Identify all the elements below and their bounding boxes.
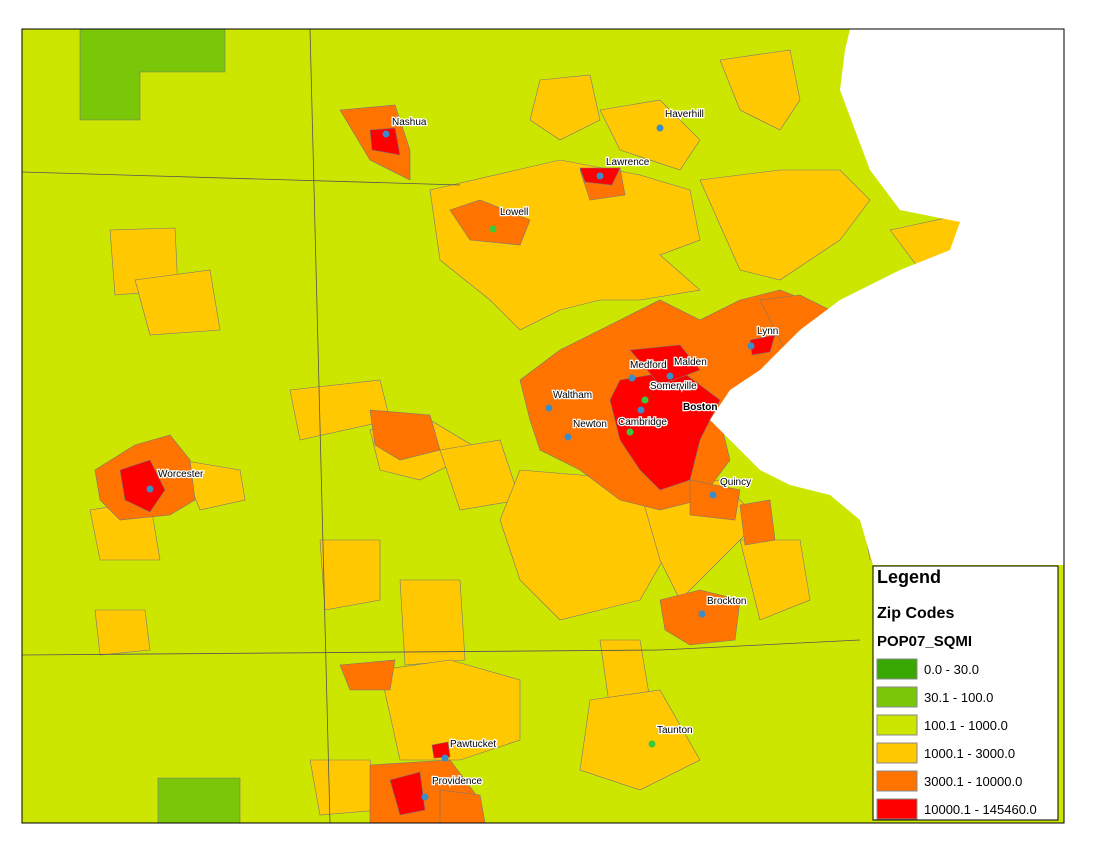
city-label: Nashua [392, 117, 427, 128]
zip-region [369, 409, 441, 461]
legend-class-label: 3000.1 - 10000.0 [924, 774, 1022, 789]
legend-class-label: 10000.1 - 145460.0 [924, 802, 1037, 817]
city-label: Cambridge [618, 417, 667, 428]
legend-swatch [876, 686, 918, 708]
legend-class-label: 0.0 - 30.0 [924, 662, 979, 677]
city-label: Providence [432, 776, 482, 787]
zip-region [699, 169, 871, 281]
zip-region [689, 479, 741, 521]
legend-layer: Zip Codes [877, 605, 954, 622]
city-dot [545, 404, 553, 412]
zip-region [449, 199, 531, 246]
city-label: Quincy [720, 477, 751, 488]
zip-region [609, 369, 721, 491]
city-label: Boston [683, 402, 717, 413]
zip-region [719, 49, 801, 131]
legend-field: POP07_SQMI [877, 633, 972, 650]
city-dot [656, 124, 664, 132]
city-dot [628, 374, 636, 382]
ocean [710, 29, 1064, 565]
zip-region [599, 99, 701, 171]
zip-region [429, 159, 701, 331]
city-dot [626, 428, 634, 436]
legend-swatch [876, 658, 918, 680]
legend-title: Legend [877, 567, 941, 587]
city-dot [146, 485, 154, 493]
city-label: Lynn [757, 326, 778, 337]
city-dot [641, 396, 649, 404]
zip-region [659, 589, 741, 646]
zip-region [379, 659, 521, 761]
zip-region [749, 334, 776, 356]
zip-region [134, 269, 221, 336]
city-dot [747, 342, 755, 350]
city-label: Somerville [650, 381, 697, 392]
city-label: Taunton [657, 725, 693, 736]
city-dot [489, 225, 497, 233]
city-label: Lowell [500, 207, 528, 218]
city-dot [441, 754, 449, 762]
city-label: Pawtucket [450, 739, 496, 750]
city-dot [709, 491, 717, 499]
city-dot [382, 130, 390, 138]
legend-swatch [876, 714, 918, 736]
boundary [21, 649, 661, 656]
city-dot [648, 740, 656, 748]
city-dot [666, 372, 674, 380]
zip-region [157, 777, 241, 824]
city-label: Lawrence [606, 157, 650, 168]
boundary [21, 171, 461, 186]
zip-region [369, 127, 401, 156]
city-label: Malden [674, 357, 707, 368]
boundary [309, 28, 331, 824]
map-frame [21, 28, 1065, 824]
legend-class-label: 1000.1 - 3000.0 [924, 746, 1015, 761]
zip-region [529, 74, 601, 141]
boundary [659, 639, 861, 651]
city-label: Newton [573, 419, 607, 430]
legend: Legend Zip Codes POP07_SQMI 0.0 - 30.0 30… [872, 565, 1059, 821]
legend-class-label: 100.1 - 1000.0 [924, 718, 1008, 733]
city-label: Brockton [707, 596, 746, 607]
city-label: Worcester [158, 469, 204, 480]
city-dot [596, 172, 604, 180]
zip-region [339, 659, 396, 691]
zip-region [399, 579, 466, 666]
city-dot [698, 610, 706, 618]
legend-swatch [876, 798, 918, 820]
zip-region [629, 344, 701, 386]
city-label: Medford [630, 360, 667, 371]
zip-region [739, 539, 811, 621]
zip-region [309, 759, 381, 816]
zip-region [389, 771, 426, 816]
city-label: Waltham [553, 390, 592, 401]
zip-region [319, 539, 381, 611]
zip-region [439, 789, 486, 824]
zip-region [94, 609, 151, 656]
city-dot [421, 793, 429, 801]
zip-region [119, 459, 166, 513]
legend-swatch [876, 770, 918, 792]
city-label: Haverhill [665, 109, 704, 120]
zip-region [579, 689, 701, 791]
zip-region [431, 741, 451, 759]
city-dot [564, 433, 572, 441]
legend-swatch [876, 742, 918, 764]
zip-region [739, 499, 776, 546]
legend-class-label: 30.1 - 100.0 [924, 690, 993, 705]
city-dot [637, 406, 645, 414]
